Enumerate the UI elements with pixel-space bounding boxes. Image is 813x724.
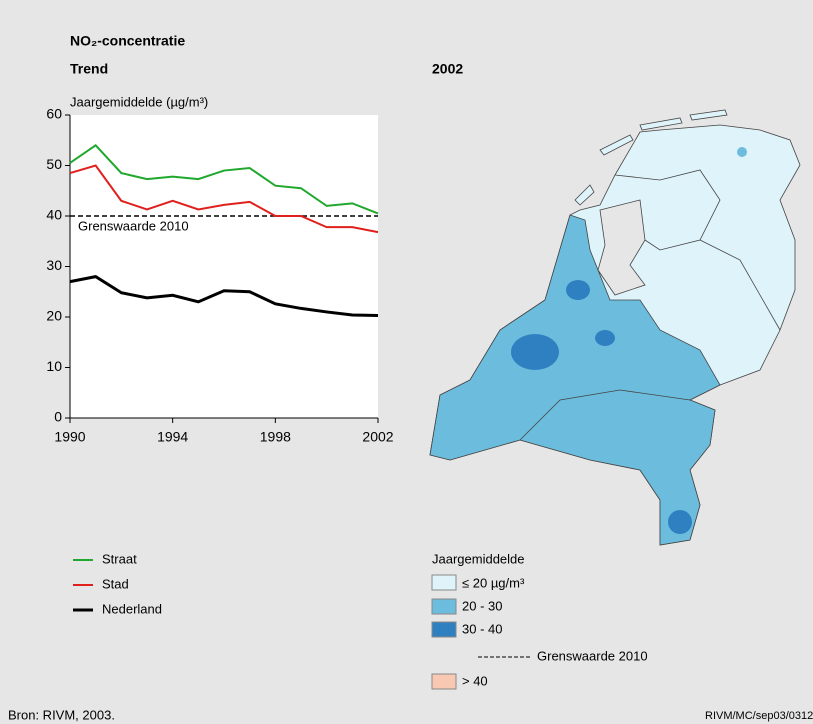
chart-subtitle: Trend <box>70 61 108 77</box>
legend-label: Nederland <box>102 601 162 616</box>
chart-title: NO₂-concentratie <box>70 33 185 49</box>
x-tick-label: 1990 <box>54 429 85 445</box>
legend-label: Straat <box>102 551 137 566</box>
y-tick-label: 10 <box>46 358 62 374</box>
map <box>429 109 801 546</box>
map-hotspot <box>566 280 590 300</box>
map-hotspot <box>511 334 559 370</box>
wadden-island <box>599 134 634 156</box>
map-hotspot <box>595 330 615 346</box>
reference-label: Grenswaarde 2010 <box>78 218 189 233</box>
y-tick-label: 30 <box>46 257 62 273</box>
legend-label: 30 - 40 <box>462 621 502 636</box>
x-tick-label: 1994 <box>157 429 188 445</box>
source: Bron: RIVM, 2003. <box>8 707 115 722</box>
ijsselmeer <box>597 199 646 296</box>
x-tick-label: 1998 <box>260 429 291 445</box>
y-tick-label: 20 <box>46 308 62 324</box>
map-region <box>429 214 721 546</box>
legend-label: Grenswaarde 2010 <box>537 648 648 663</box>
series-line <box>69 143 379 215</box>
map-border <box>614 169 721 251</box>
plot-area <box>70 115 378 418</box>
legend-swatch <box>431 598 457 615</box>
map-legend-title: Jaargemiddelde <box>432 551 525 566</box>
x-tick-label: 2002 <box>362 429 393 445</box>
map-border <box>699 239 781 331</box>
wadden-island <box>574 184 595 206</box>
legend-label: Stad <box>102 576 129 591</box>
series-line <box>69 275 379 317</box>
y-axis-label: Jaargemiddelde (µg/m³) <box>70 94 208 109</box>
series-line <box>69 164 379 234</box>
legend-swatch <box>431 621 457 638</box>
y-tick-label: 40 <box>46 207 62 223</box>
y-tick-label: 50 <box>46 156 62 172</box>
legend-swatch <box>431 673 457 690</box>
wadden-island <box>639 117 683 131</box>
map-hotspot <box>668 510 692 534</box>
legend-label: > 40 <box>462 673 488 688</box>
map-border <box>519 389 691 441</box>
code: RIVM/MC/sep03/0312 <box>705 710 813 722</box>
y-tick-label: 0 <box>54 409 62 425</box>
legend-label: 20 - 30 <box>462 598 502 613</box>
legend-swatch <box>431 574 457 591</box>
y-tick-label: 60 <box>46 106 62 122</box>
legend-label: ≤ 20 µg/m³ <box>462 575 525 590</box>
map-title: 2002 <box>432 61 463 77</box>
map-hotspot <box>737 147 747 157</box>
wadden-island <box>689 109 728 121</box>
